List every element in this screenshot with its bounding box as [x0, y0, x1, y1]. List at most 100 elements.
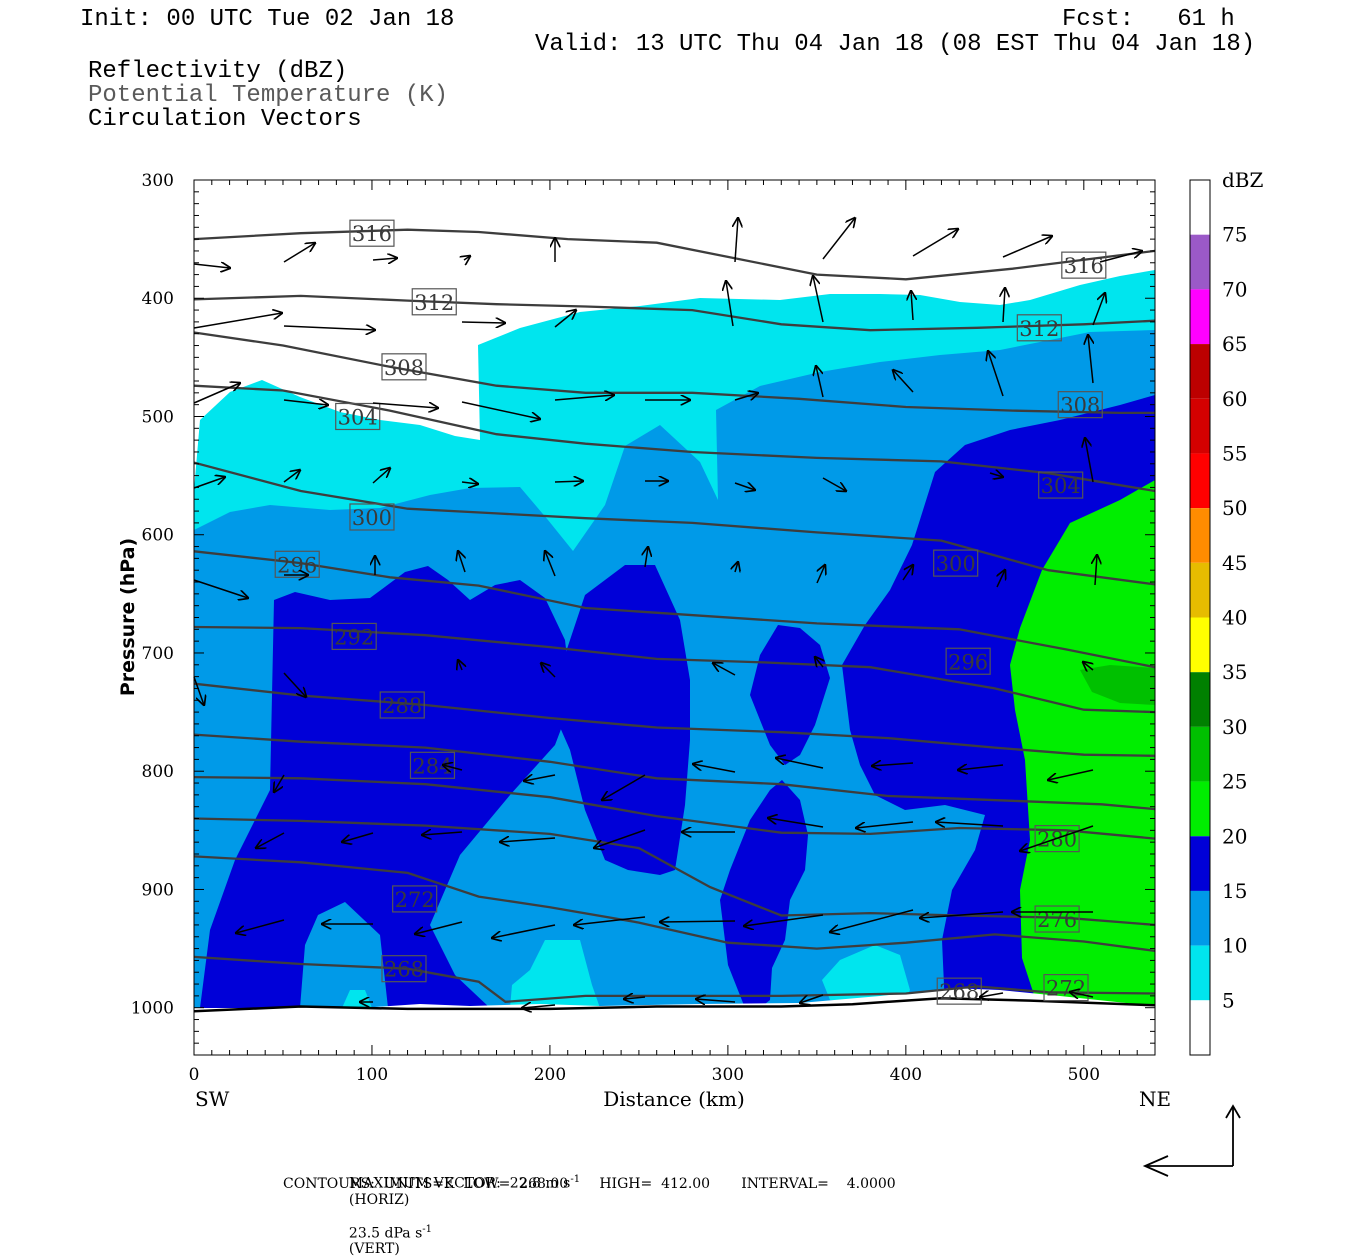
- svg-text:312: 312: [1019, 317, 1059, 341]
- axis-minor-ticks: [194, 180, 1155, 1055]
- theta-contour-272: [194, 855, 1155, 953]
- colorbar-swatch: [1190, 234, 1210, 290]
- vector-scale-icon: [1142, 1104, 1241, 1177]
- dbz-15-center-region: [750, 625, 830, 765]
- svg-text:312: 312: [414, 291, 454, 315]
- colorbar-swatch: [1190, 453, 1210, 509]
- theta-contour-268: [194, 955, 1155, 1003]
- colorbar-label-55: 55: [1222, 441, 1247, 465]
- colorbar-label-65: 65: [1222, 332, 1247, 356]
- colorbar-swatch: [1190, 180, 1210, 235]
- colorbar-frame: [1189, 179, 1211, 1056]
- y-axis-label: Pressure (hPa): [117, 538, 139, 696]
- colorbar-label-30: 30: [1222, 715, 1247, 739]
- circulation-vectors: [193, 218, 1142, 1008]
- theta-label-300: 300: [933, 549, 979, 577]
- theta-contour-labels: 316 316 312 312 308 308 304 304 300 300 296 296 292 2…: [274, 219, 1107, 1005]
- x-end-right-label: NE: [1139, 1087, 1171, 1111]
- colorbar-swatch: [1190, 289, 1210, 345]
- theta-label-268: 268: [381, 955, 427, 983]
- theta-contour-308: [194, 331, 1155, 415]
- theta-label-272: 272: [1043, 974, 1089, 1002]
- colorbar-unit: dBZ: [1222, 168, 1264, 192]
- theta-contour-300: [194, 461, 1155, 586]
- dbz-15-lower-region: [720, 780, 808, 1008]
- colorbar-swatch: [1190, 344, 1210, 399]
- svg-text:308: 308: [384, 356, 424, 380]
- y-tick-label-800: 800: [142, 762, 174, 782]
- colorbar-swatch: [1190, 672, 1210, 727]
- colorbar-swatch: [1190, 1000, 1210, 1055]
- theta-label-304: 304: [1038, 471, 1084, 499]
- theta-label-296: 296: [274, 550, 320, 578]
- theta-contour-284: [194, 733, 1155, 811]
- x-tick-label-300: 300: [712, 1065, 744, 1085]
- dbz-25-region: [1080, 665, 1155, 705]
- colorbar-label-15: 15: [1222, 879, 1247, 903]
- svg-text:268: 268: [939, 980, 979, 1004]
- svg-text:300: 300: [352, 506, 392, 530]
- theta-label-308: 308: [1057, 391, 1103, 419]
- theta-contour-280: [194, 775, 1155, 840]
- valid-time: Valid: 13 UTC Thu 04 Jan 18 (08 EST Thu …: [535, 31, 1256, 58]
- theta-contours: [194, 228, 1155, 1003]
- x-tick-label-400: 400: [890, 1065, 922, 1085]
- colorbar-swatch: [1190, 508, 1210, 563]
- colorbar-label-60: 60: [1222, 387, 1247, 411]
- below-ground: [194, 988, 1155, 1055]
- theta-label-268: 268: [936, 977, 982, 1005]
- theta-contour-292: [194, 625, 1155, 714]
- dbz-5-patch-lower-1: [510, 940, 600, 1008]
- svg-text:316: 316: [1064, 254, 1104, 278]
- theta-label-304: 304: [335, 402, 381, 431]
- x-axis-ticks: 0 100 200 300 400 500: [189, 180, 1100, 1085]
- max-vector-horiz-value: MAXIMUM VECTOR: 22.8 m s: [348, 1175, 571, 1192]
- theta-label-284: 284: [409, 751, 456, 779]
- theta-label-292: 292: [331, 622, 377, 651]
- y-tick-label-400: 400: [142, 289, 174, 309]
- forecast-hour: Fcst: 61 h: [1062, 6, 1235, 33]
- svg-text:296: 296: [277, 553, 317, 577]
- colorbar-label-50: 50: [1222, 496, 1247, 520]
- colorbar-label-75: 75: [1222, 223, 1247, 247]
- colorbar-swatch: [1190, 562, 1210, 618]
- max-vector-line: MAXIMUM VECTOR: 22.8 m s-1 (HORIZ) 23.5 …: [340, 1158, 580, 1257]
- colorbar-swatch: [1190, 617, 1210, 673]
- svg-text:308: 308: [1060, 394, 1100, 418]
- theta-label-288: 288: [379, 691, 425, 719]
- colorbar-label-5: 5: [1222, 988, 1235, 1012]
- dbz-15-mid-region: [548, 565, 690, 875]
- theta-contour-304: [194, 384, 1155, 493]
- colorbar-swatch: [1190, 945, 1210, 1001]
- field-reflectivity: Reflectivity (dBZ): [88, 58, 348, 85]
- colorbar-swatch: [1190, 836, 1210, 891]
- svg-text:296: 296: [948, 650, 988, 674]
- x-tick-label-500: 500: [1068, 1065, 1100, 1085]
- max-vector-vert-label: (VERT): [348, 1241, 400, 1257]
- y-tick-label-900: 900: [142, 880, 174, 900]
- dbz-5-patch-lower-2: [822, 945, 910, 1000]
- y-tick-label-700: 700: [142, 644, 174, 664]
- svg-text:272: 272: [1046, 977, 1086, 1001]
- y-tick-label-300: 300: [142, 171, 174, 191]
- svg-text:288: 288: [382, 694, 422, 718]
- dbz-15-sw-region: [200, 566, 572, 1008]
- colorbar-label-10: 10: [1222, 934, 1247, 958]
- dbz-20-region: [1010, 480, 1155, 1008]
- colorbar-label-45: 45: [1222, 551, 1247, 575]
- colorbar-label-35: 35: [1222, 660, 1247, 684]
- reflectivity-fill: [194, 180, 1155, 1055]
- colorbar-swatch: [1190, 726, 1210, 782]
- svg-text:316: 316: [352, 222, 392, 246]
- svg-text:272: 272: [395, 888, 435, 912]
- svg-text:292: 292: [334, 625, 374, 649]
- theta-contour-296: [194, 550, 1155, 669]
- theta-contour-276: [194, 817, 1155, 927]
- reflectivity-colorbar: 75 70 65 60 55 50 45 40 35 30 25 20 15 10 5: [1189, 179, 1247, 1056]
- cross-section-chart: 3163163123123083083043043003002962962922…: [117, 168, 1264, 1177]
- theta-label-312: 312: [1016, 314, 1062, 342]
- svg-text:304: 304: [1041, 474, 1081, 498]
- init-time: Init: 00 UTC Tue 02 Jan 18: [80, 6, 455, 33]
- theta-label-276: 276: [1034, 905, 1080, 933]
- theta-label-316: 316: [349, 219, 395, 247]
